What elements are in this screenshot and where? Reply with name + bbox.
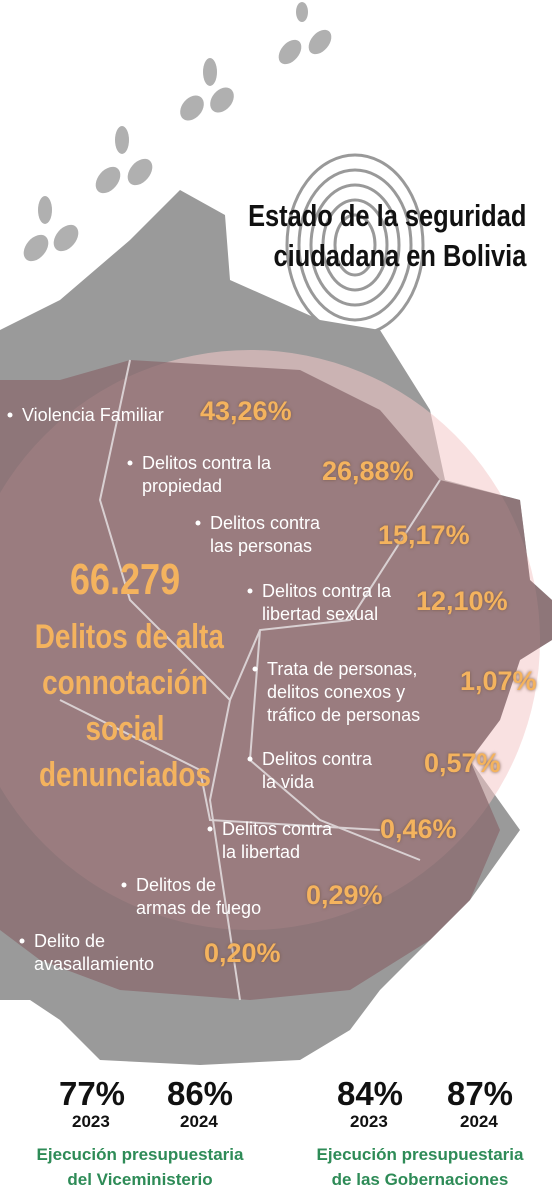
crime-label: avasallamiento <box>34 954 155 974</box>
crime-pct: 12,10% <box>416 586 508 616</box>
exec-caption: Ejecución presupuestaria <box>36 1145 244 1164</box>
total-label: connotación <box>42 664 208 702</box>
total-label: Delitos de alta <box>34 618 224 656</box>
exec-year: 2023 <box>72 1112 110 1131</box>
crime-label: la libertad <box>222 842 301 862</box>
crime-pct: 0,57% <box>424 748 501 778</box>
crime-pct: 15,17% <box>378 520 470 550</box>
exec-pct: 86% <box>166 1075 234 1112</box>
crime-label: Delitos contra <box>210 513 321 533</box>
crime-label: Delitos contra la <box>262 581 392 601</box>
crime-label: Delito de <box>34 931 106 951</box>
crime-label: Trata de personas, <box>267 659 418 679</box>
bullet <box>19 938 25 944</box>
footprints <box>23 2 332 262</box>
exec-pct: 77% <box>58 1075 126 1112</box>
crime-label: Delitos contra <box>222 819 333 839</box>
exec-caption: Ejecución presupuestaria <box>316 1145 524 1164</box>
crime-pct: 26,88% <box>322 456 414 486</box>
crime-pct: 43,26% <box>200 396 292 426</box>
bullet <box>7 412 13 418</box>
crime-label: Delitos contra la <box>142 453 272 473</box>
bullet <box>247 756 253 762</box>
bullets <box>7 412 258 944</box>
crime-label: Delitos contra <box>262 749 373 769</box>
bullet <box>252 666 258 672</box>
exec-caption: de las Gobernaciones <box>331 1170 509 1189</box>
total-label: denunciados <box>39 756 211 794</box>
crime-label: armas de fuego <box>136 898 262 918</box>
crime-pct: 0,29% <box>306 880 383 910</box>
crime-pct: 0,46% <box>380 814 457 844</box>
crime-pct: 0,20% <box>204 938 281 968</box>
crime-label: las personas <box>210 536 313 556</box>
crime-label: propiedad <box>142 476 223 496</box>
exec-pct: 84% <box>336 1075 404 1112</box>
crime-pct: 1,07% <box>460 666 537 696</box>
crime-label: libertad sexual <box>262 604 379 624</box>
bullet <box>247 588 253 594</box>
total-value: 66.279 <box>69 555 181 604</box>
exec-year: 2024 <box>180 1112 218 1131</box>
exec-year: 2023 <box>350 1112 388 1131</box>
bullet <box>195 520 201 526</box>
crime-label: Violencia Familiar <box>22 405 164 425</box>
title: Estado de la seguridad <box>247 198 526 233</box>
exec-year: 2024 <box>460 1112 498 1131</box>
exec-caption: del Viceministerio <box>67 1170 213 1189</box>
bullet <box>127 460 133 466</box>
crime-label: Delitos de <box>136 875 217 895</box>
exec-pct: 87% <box>446 1075 514 1112</box>
crime-label: la vida <box>262 772 315 792</box>
borders <box>59 359 441 1001</box>
title: ciudadana en Bolivia <box>273 238 526 273</box>
crime-label: tráfico de personas <box>267 705 421 725</box>
bullet <box>207 826 213 832</box>
crime-label: delitos conexos y <box>267 682 406 702</box>
bullet <box>121 882 127 888</box>
total-label: social <box>85 710 165 748</box>
